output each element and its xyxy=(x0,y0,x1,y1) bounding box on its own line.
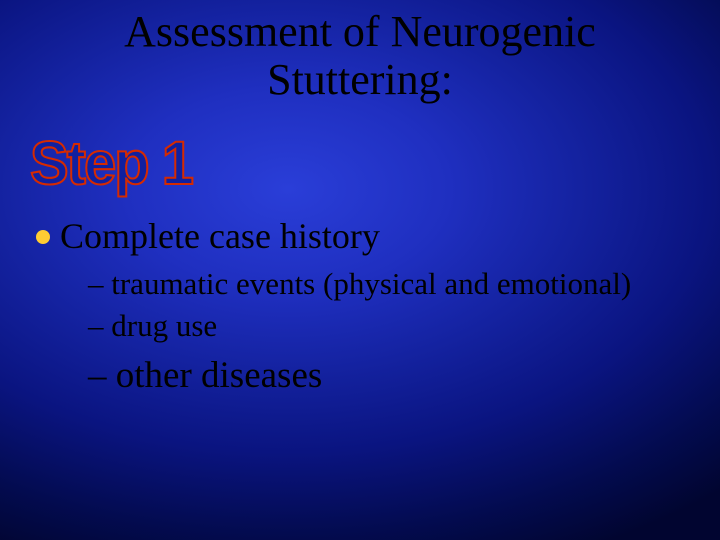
wordart-step: Step 1 xyxy=(30,134,192,195)
title-line-2: Stuttering: xyxy=(267,55,453,104)
title-line-1: Assessment of Neurogenic xyxy=(124,7,596,56)
slide: Assessment of Neurogenic Stuttering: Ste… xyxy=(0,0,720,540)
dash-icon: – xyxy=(88,307,104,344)
sub-bullet: – other diseases xyxy=(88,354,676,398)
bullet-text: Complete case history xyxy=(60,216,380,257)
dash-icon: – xyxy=(88,265,104,302)
dash-icon: – xyxy=(88,354,107,398)
sub-bullet: – traumatic events (physical and emotion… xyxy=(88,265,676,302)
body-content: Complete case history – traumatic events… xyxy=(36,216,676,398)
bullet-level-1: Complete case history xyxy=(36,216,676,257)
sub-bullet-text: other diseases xyxy=(116,355,323,396)
slide-title: Assessment of Neurogenic Stuttering: xyxy=(0,8,720,105)
sub-bullet-text: drug use xyxy=(111,308,217,343)
bullet-dot-icon xyxy=(36,230,50,244)
sub-bullet-text: traumatic events (physical and emotional… xyxy=(111,266,631,301)
sub-bullet: – drug use xyxy=(88,307,676,344)
